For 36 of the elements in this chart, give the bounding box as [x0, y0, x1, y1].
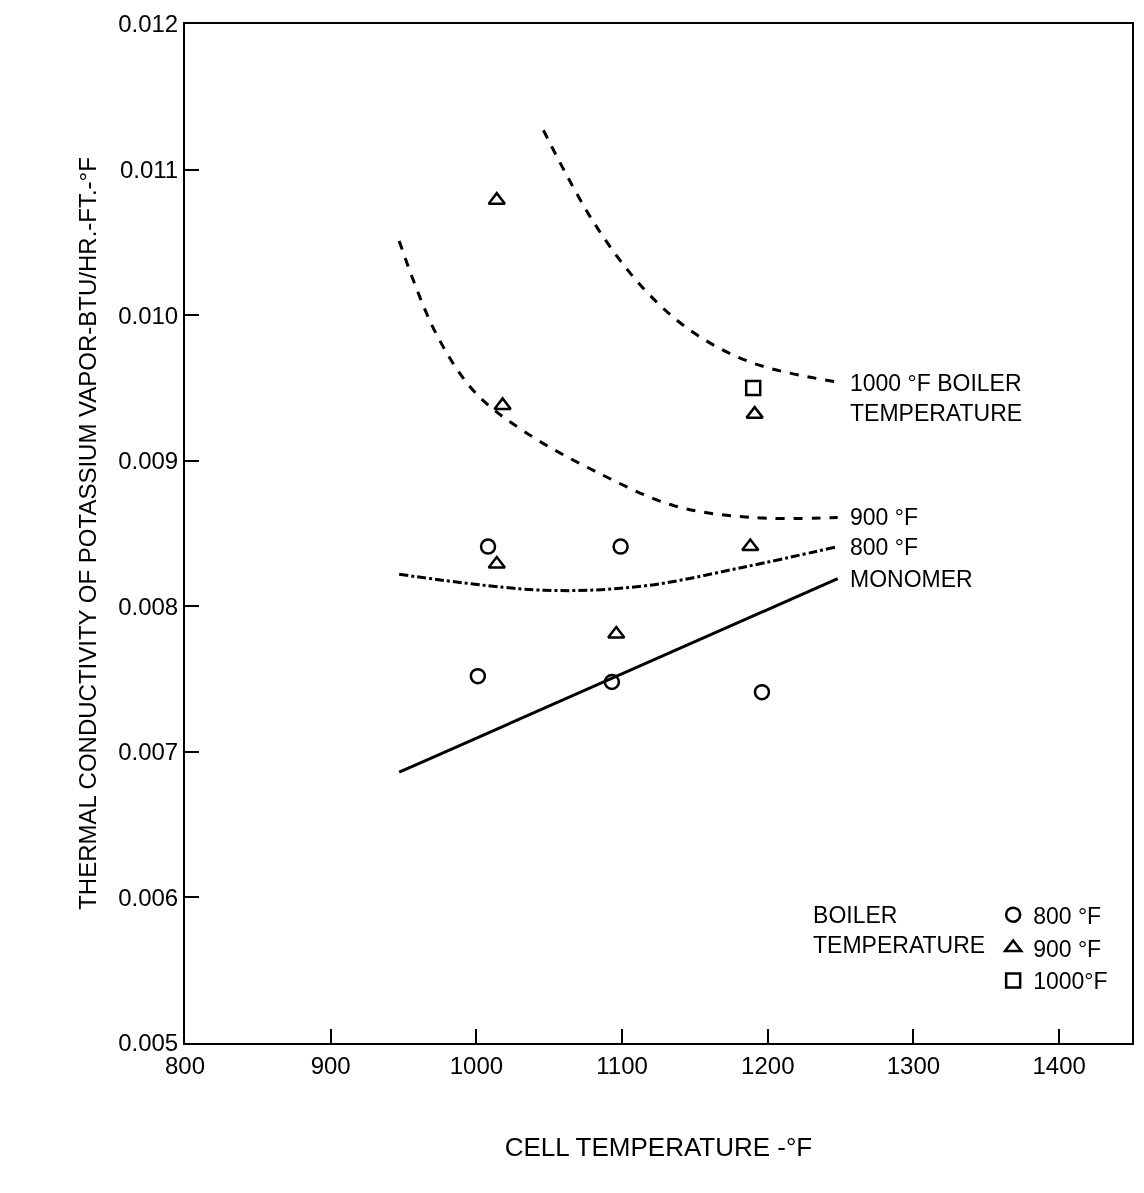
point	[479, 538, 497, 555]
y-tick-label: 0.010	[118, 301, 179, 329]
x-axis-title: CELL TEMPERATURE -°F	[504, 1132, 813, 1162]
legend-label: 900 °F	[1033, 935, 1102, 962]
legend-label: 800 °F	[1033, 902, 1102, 929]
point	[493, 397, 512, 411]
x-tick-label: 1000	[449, 1051, 504, 1079]
line-series	[397, 239, 840, 520]
point	[606, 625, 626, 639]
series-label: 800 °F	[850, 534, 919, 560]
point	[740, 538, 760, 552]
x-tick-label: 1200	[741, 1051, 795, 1079]
point	[487, 555, 507, 569]
point	[603, 673, 621, 691]
point	[744, 379, 762, 397]
y-tick-label: 0.006	[118, 883, 179, 911]
series-label: 900 °F	[850, 504, 919, 530]
point	[612, 538, 629, 555]
point	[469, 667, 487, 685]
y-tick-label: 0.008	[118, 592, 179, 620]
y-tick-label: 0.011	[119, 155, 179, 183]
point	[487, 191, 507, 205]
point	[753, 683, 771, 701]
legend-title: BOILER TEMPERATURE	[813, 902, 986, 959]
y-tick-label: 0.012	[118, 10, 179, 38]
y-axis-title: THERMAL CONDUCTIVITY OF POTASSIUM VAPOR-BTU/HR.-FT.-°F	[73, 157, 101, 910]
y-tick-label: 0.009	[118, 447, 179, 475]
x-tick-label: 900	[310, 1051, 351, 1079]
point	[745, 405, 764, 419]
x-tick-label: 1300	[886, 1051, 941, 1079]
x-tick-label: 1100	[596, 1051, 648, 1079]
legend-label: 1000°F	[1033, 968, 1108, 995]
x-tick-label: 1400	[1032, 1051, 1086, 1079]
series-label: MONOMER	[850, 566, 973, 592]
y-tick-label: 0.007	[118, 738, 179, 766]
series-label: 1000 °F BOILER TEMPERATURE	[850, 370, 1023, 426]
